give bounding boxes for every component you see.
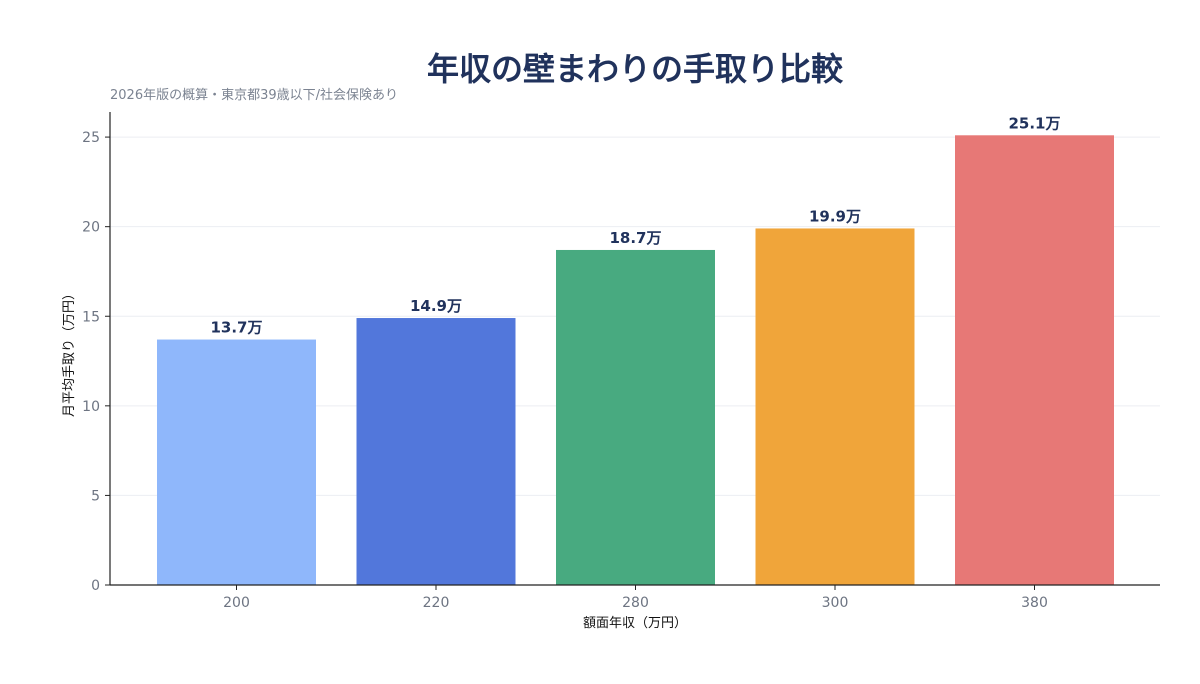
x-tick-label-220: 220 (423, 595, 450, 611)
value-label-380: 25.1万 (1008, 114, 1060, 132)
chart-title: 年収の壁まわりの手取り比較 (427, 50, 844, 88)
bar-200 (157, 339, 316, 585)
value-label-280: 18.7万 (609, 229, 661, 247)
bar-380 (955, 135, 1114, 585)
x-tick-label-280: 280 (622, 595, 649, 611)
x-tick-label-200: 200 (223, 595, 250, 611)
y-axis-label: 月平均手取り（万円） (62, 287, 77, 417)
y-tick-label: 5 (91, 488, 100, 504)
y-tick-label: 10 (82, 399, 100, 415)
y-tick-label: 15 (82, 309, 100, 325)
y-tick-label: 20 (82, 220, 100, 236)
x-tick-label-300: 300 (822, 595, 849, 611)
value-label-220: 14.9万 (410, 297, 462, 315)
y-axis-ticks: 0 5 10 15 20 25 (82, 130, 110, 594)
x-axis-ticks: 200 220 280 300 380 (223, 585, 1048, 611)
value-labels: 13.7万 14.9万 18.7万 19.9万 25.1万 (210, 114, 1060, 336)
value-label-200: 13.7万 (210, 319, 262, 337)
bar-300 (755, 228, 915, 586)
bars (157, 135, 1114, 586)
x-axis-label: 額面年収（万円） (583, 616, 687, 631)
y-tick-label: 25 (82, 130, 100, 146)
x-tick-label-380: 380 (1021, 595, 1048, 611)
chart-subtitle: 2026年版の概算・東京都39歳以下/社会保険あり (110, 87, 398, 103)
bar-280 (556, 249, 715, 586)
bar-220 (356, 318, 516, 585)
value-label-300: 19.9万 (809, 207, 861, 225)
y-tick-label: 0 (91, 578, 100, 594)
